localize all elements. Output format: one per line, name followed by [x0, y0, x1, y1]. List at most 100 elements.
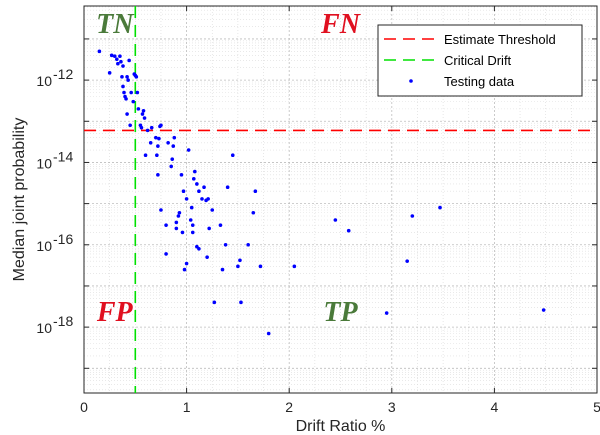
data-point	[141, 108, 146, 113]
x-tick-label: 2	[285, 399, 293, 415]
data-point	[135, 90, 140, 95]
data-point	[134, 75, 139, 79]
data-point	[118, 54, 122, 59]
data-point	[176, 214, 181, 218]
data-point	[207, 226, 211, 231]
data-point	[384, 311, 389, 315]
legend: Estimate Threshold Critical Drift Testing …	[377, 24, 583, 97]
data-point	[230, 153, 235, 157]
data-point	[205, 255, 209, 259]
legend-swatch-marker	[409, 79, 413, 83]
y-tick-label: 10	[36, 73, 52, 89]
data-point	[188, 218, 193, 222]
data-point	[149, 125, 154, 130]
data-point	[184, 197, 189, 201]
data-point	[189, 205, 194, 210]
data-point	[126, 78, 130, 82]
data-point	[191, 177, 196, 181]
data-point	[410, 214, 415, 218]
region-label-tp: TP	[323, 297, 358, 328]
region-labels: TN FN FP TP	[96, 9, 362, 328]
data-point	[156, 173, 160, 177]
data-point	[186, 148, 191, 152]
data-point	[438, 205, 442, 210]
data-point	[97, 49, 102, 54]
data-point	[116, 61, 120, 66]
data-point	[164, 252, 168, 256]
x-tick-label: 4	[491, 399, 499, 415]
data-point	[127, 58, 131, 63]
data-point	[177, 210, 182, 215]
data-point	[136, 107, 141, 111]
data-point	[122, 90, 126, 95]
data-point	[190, 223, 195, 227]
legend-label: Estimate Threshold	[444, 32, 556, 47]
data-point	[157, 136, 161, 141]
data-point	[107, 71, 112, 75]
axis-ticks	[83, 6, 598, 393]
data-point	[206, 197, 210, 201]
data-point	[125, 112, 129, 116]
region-label-tn: TN	[96, 9, 135, 40]
data-point	[346, 228, 351, 233]
x-tick-label: 5	[593, 399, 600, 415]
data-point	[171, 144, 176, 148]
data-point	[119, 59, 123, 64]
data-point	[128, 123, 132, 128]
data-point	[115, 57, 119, 62]
data-point	[129, 90, 133, 95]
data-point	[131, 99, 136, 104]
x-axis-label: Drift Ratio %	[296, 418, 386, 435]
data-point	[236, 264, 240, 269]
data-point	[156, 144, 160, 148]
data-point	[179, 173, 184, 177]
data-point	[181, 189, 186, 194]
data-point	[200, 197, 204, 201]
data-point	[174, 226, 179, 231]
y-tick-label-exponent: -18	[53, 313, 73, 329]
data-point	[195, 182, 199, 186]
data-point	[172, 135, 177, 140]
data-point	[143, 153, 148, 157]
data-point	[202, 185, 206, 190]
data-point	[212, 300, 217, 305]
data-point	[121, 84, 125, 89]
data-point	[405, 259, 409, 263]
data-point	[197, 246, 201, 251]
data-point	[184, 261, 189, 266]
x-tick-labels: 0 1 2 3 4 5	[80, 399, 600, 415]
data-point	[210, 208, 215, 212]
data-point	[170, 157, 175, 161]
y-tick-label: 10	[36, 155, 52, 171]
data-point	[251, 210, 256, 215]
data-point	[155, 153, 159, 157]
data-point	[193, 169, 197, 174]
legend-label: Critical Drift	[444, 53, 512, 68]
data-point	[333, 218, 338, 222]
x-tick-label: 1	[183, 399, 191, 415]
data-point	[174, 220, 179, 225]
data-point	[253, 189, 258, 194]
region-label-fn: FN	[320, 9, 362, 40]
data-point	[159, 123, 163, 128]
data-point	[258, 264, 263, 269]
data-point	[220, 267, 225, 272]
data-point	[112, 54, 117, 59]
data-point	[169, 164, 174, 169]
data-point	[218, 223, 223, 227]
data-point	[121, 64, 125, 68]
data-point	[197, 189, 201, 194]
y-tick-label-exponent: -16	[53, 231, 73, 247]
data-point	[541, 308, 546, 312]
x-tick-label: 3	[388, 399, 396, 415]
data-point	[182, 267, 187, 272]
data-point	[166, 141, 170, 145]
data-point	[239, 300, 243, 305]
data-point	[225, 185, 230, 190]
legend-label: Testing data	[444, 74, 515, 89]
y-tick-label: 10	[36, 238, 52, 254]
data-point	[266, 331, 271, 336]
data-point	[124, 97, 128, 101]
